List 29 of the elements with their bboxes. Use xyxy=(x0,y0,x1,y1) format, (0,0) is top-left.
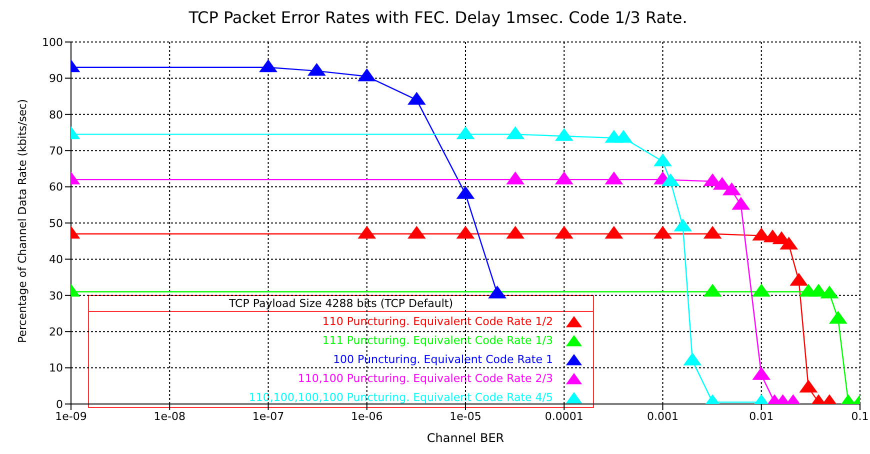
y-tick-label: 100 xyxy=(42,36,63,49)
x-tick-label: 1e-09 xyxy=(55,410,87,423)
y-tick-label: 20 xyxy=(49,326,63,339)
chart-title: TCP Packet Error Rates with FEC. Delay 1msec. Code 1/3 Rate. xyxy=(188,8,688,29)
x-axis-title: Channel BER xyxy=(426,431,504,445)
x-tick-label: 1e-08 xyxy=(154,410,186,423)
y-axis-title: Percentage of Channel Data Rate (kbits/sec) xyxy=(16,99,29,343)
legend-label: 110 Puncturing. Equivalent Code Rate 1/2 xyxy=(322,315,553,328)
y-tick-label: 10 xyxy=(49,362,63,375)
legend-label: 111 Puncturing. Equivalent Code Rate 1/3 xyxy=(322,334,553,347)
x-tick-label: 1e-05 xyxy=(450,410,482,423)
x-tick-label: 0.01 xyxy=(749,410,774,423)
x-tick-label: 0.1 xyxy=(851,410,869,423)
y-tick-label: 30 xyxy=(49,289,63,302)
y-tick-label: 80 xyxy=(49,108,63,122)
y-tick-label: 0 xyxy=(56,398,63,411)
legend-label: 110,100,100,100 Puncturing. Equivalent Code Rate 4/5 xyxy=(248,391,553,404)
y-tick-label: 50 xyxy=(49,216,63,230)
x-tick-label: 0.0001 xyxy=(544,410,584,423)
x-tick-label: 1e-06 xyxy=(351,410,383,423)
y-tick-label: 60 xyxy=(49,180,63,194)
y-tick-label: 40 xyxy=(49,253,63,266)
x-tick-label: 1e-07 xyxy=(252,410,284,423)
legend-label: 110,100 Puncturing. Equivalent Code Rate 2/3 xyxy=(298,372,553,385)
x-tick-label: 0.001 xyxy=(647,410,678,423)
legend-label: 100 Puncturing. Equivalent Code Rate 1 xyxy=(333,353,553,366)
legend-title: TCP Payload Size 4288 bits (TCP Default) xyxy=(228,296,454,310)
y-tick-label: 90 xyxy=(49,72,63,86)
y-tick-label: 70 xyxy=(49,144,63,158)
